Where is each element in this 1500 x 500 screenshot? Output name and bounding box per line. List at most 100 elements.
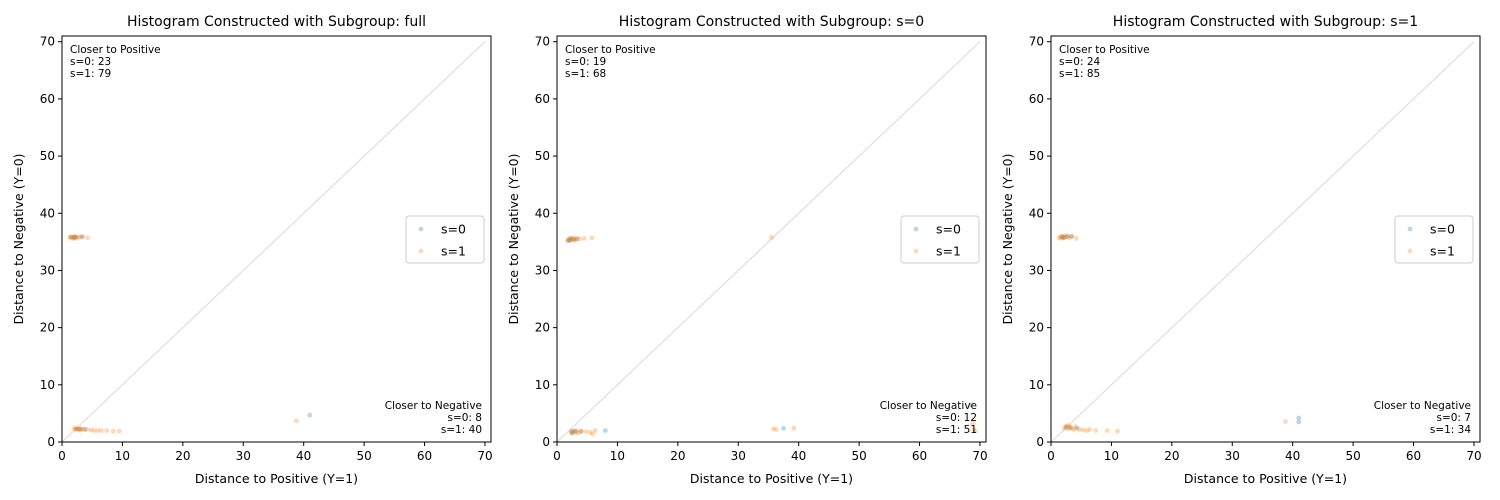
data-point bbox=[572, 237, 577, 243]
data-point bbox=[117, 428, 122, 434]
data-point bbox=[81, 427, 87, 432]
data-point bbox=[1069, 425, 1075, 431]
legend-marker bbox=[418, 248, 424, 254]
data-point bbox=[91, 428, 97, 433]
x-axis-label: Distance to Positive (Y=1) bbox=[195, 471, 358, 486]
legend-box bbox=[900, 215, 980, 264]
chart-panel-3: Histogram Constructed with Subgroup: s=1… bbox=[1000, 14, 1482, 486]
data-point bbox=[773, 427, 779, 432]
data-point bbox=[1073, 424, 1079, 429]
x-tick-label: 0 bbox=[1047, 449, 1055, 463]
y-tick-label: 30 bbox=[40, 263, 55, 277]
x-tick-label: 30 bbox=[1225, 449, 1240, 463]
x-tick-label: 10 bbox=[115, 449, 130, 463]
series-s=0 bbox=[68, 234, 313, 432]
legend: s=0s=1 bbox=[900, 215, 980, 264]
legend-box bbox=[405, 215, 485, 264]
data-point bbox=[781, 425, 786, 431]
x-tick-label: 40 bbox=[791, 449, 806, 463]
data-point bbox=[307, 412, 313, 418]
data-point bbox=[583, 429, 589, 435]
data-point bbox=[1059, 234, 1065, 240]
x-tick-label: 20 bbox=[1164, 449, 1179, 463]
annotation-closer-negative: Closer to Negative bbox=[1374, 400, 1471, 412]
data-point bbox=[1063, 233, 1068, 238]
x-tick-label: 50 bbox=[851, 449, 866, 463]
x-tick-label: 70 bbox=[1466, 449, 1481, 463]
legend: s=0s=1 bbox=[405, 215, 485, 264]
x-tick-label: 20 bbox=[670, 449, 685, 463]
legend-marker bbox=[418, 226, 424, 232]
chart-title: Histogram Constructed with Subgroup: ful… bbox=[127, 14, 426, 30]
data-point bbox=[77, 426, 83, 432]
legend: s=0s=1 bbox=[1394, 215, 1474, 264]
data-point bbox=[75, 234, 81, 240]
axes-frame bbox=[556, 35, 987, 443]
legend-label: s=0 bbox=[441, 222, 466, 237]
data-point bbox=[574, 236, 580, 241]
axes-frame bbox=[1050, 35, 1481, 443]
y-axis-label: Distance to Negative (Y=0) bbox=[1000, 153, 1015, 324]
annotation-closer-negative: Closer to Negative bbox=[880, 400, 977, 412]
x-axis-label: Distance to Positive (Y=1) bbox=[690, 471, 853, 486]
annotation-closer-negative: Closer to Negative bbox=[385, 400, 482, 412]
y-tick-label: 40 bbox=[535, 206, 550, 220]
data-point bbox=[572, 428, 578, 434]
x-tick-label: 0 bbox=[58, 449, 66, 463]
y-tick-label: 60 bbox=[535, 92, 550, 106]
data-point bbox=[84, 235, 90, 241]
data-point bbox=[1115, 428, 1120, 434]
annotation-closer-positive: s=1: 85 bbox=[1059, 68, 1100, 80]
data-point bbox=[569, 429, 574, 435]
y-tick-label: 70 bbox=[1029, 35, 1044, 49]
data-point bbox=[770, 426, 776, 432]
data-point bbox=[1069, 233, 1075, 239]
data-point bbox=[578, 428, 584, 434]
data-point bbox=[571, 237, 577, 242]
x-tick-label: 60 bbox=[417, 449, 432, 463]
data-point bbox=[67, 234, 73, 240]
data-point bbox=[77, 427, 82, 432]
annotation-closer-positive: s=1: 68 bbox=[565, 68, 606, 80]
data-point bbox=[84, 427, 90, 432]
x-tick-label: 70 bbox=[477, 449, 492, 463]
data-point bbox=[971, 427, 977, 432]
data-point bbox=[1065, 233, 1071, 239]
data-point bbox=[1066, 423, 1071, 428]
x-tick-label: 30 bbox=[731, 449, 746, 463]
data-point bbox=[1076, 427, 1082, 432]
data-point bbox=[1061, 234, 1067, 240]
data-point bbox=[294, 418, 299, 424]
data-point bbox=[1066, 235, 1072, 241]
data-point bbox=[1065, 426, 1071, 432]
y-tick-label: 20 bbox=[40, 321, 55, 335]
chart-panel-2: Histogram Constructed with Subgroup: s=0… bbox=[506, 14, 988, 486]
legend-marker bbox=[1407, 226, 1413, 232]
diagonal-line bbox=[1050, 41, 1475, 443]
data-point bbox=[602, 428, 608, 433]
data-point bbox=[1056, 235, 1062, 241]
x-tick-label: 70 bbox=[972, 449, 987, 463]
y-tick-label: 10 bbox=[535, 378, 550, 392]
data-point bbox=[68, 234, 74, 240]
legend-marker bbox=[1407, 248, 1413, 254]
data-point bbox=[565, 237, 571, 243]
legend-box bbox=[1394, 215, 1474, 264]
y-tick-label: 50 bbox=[535, 149, 550, 163]
x-tick-label: 50 bbox=[356, 449, 371, 463]
legend-label: s=1 bbox=[441, 244, 466, 259]
annotation-closer-positive: Closer to Positive bbox=[70, 44, 161, 56]
data-point bbox=[569, 428, 575, 434]
y-tick-label: 40 bbox=[40, 206, 55, 220]
x-tick-label: 0 bbox=[553, 449, 561, 463]
data-point bbox=[79, 234, 85, 240]
annotation-closer-negative: s=0: 7 bbox=[1436, 412, 1471, 424]
data-point bbox=[573, 429, 579, 435]
data-point bbox=[71, 426, 77, 432]
data-point bbox=[68, 234, 74, 240]
annotation-closer-positive: s=0: 24 bbox=[1059, 56, 1101, 68]
diagonal-line bbox=[61, 41, 486, 443]
data-point bbox=[1283, 419, 1288, 424]
data-point bbox=[1061, 234, 1067, 240]
